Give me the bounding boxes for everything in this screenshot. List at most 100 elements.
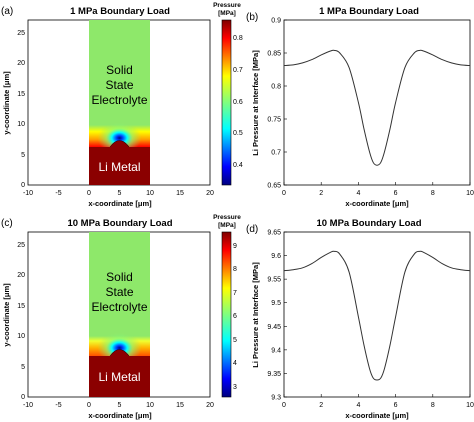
panel-d-title: 10 MPa Boundary Load: [316, 218, 421, 229]
panel-d: (d) 10 MPa Boundary Load 0 2 4 6 8 10 9.3 9.35 9…: [246, 218, 474, 420]
panel-c-region-label-3: Electrolyte: [91, 300, 147, 314]
panel-c-cbtick: 4: [233, 360, 237, 367]
panel-a-ylabel: y-coordinate [μm]: [2, 71, 11, 135]
panel-c-li-metal-region: [89, 349, 150, 397]
panel-c-interface-line: [109, 349, 130, 357]
panel-a-xtick: 20: [206, 190, 214, 197]
panel-a-xtick: 0: [87, 190, 91, 197]
panel-d-ytick: 9.4: [271, 347, 281, 354]
panel-b-ylabel: Li Pressure at Interface [MPa]: [251, 50, 260, 156]
panel-d-xtick: 10: [466, 402, 474, 409]
panel-b: (b) 1 MPa Boundary Load 0 2 4 6 8 10 0.65 0.7 0.…: [246, 6, 474, 208]
panel-c-cbtick: 3: [233, 384, 237, 391]
panel-d-label: (d): [246, 224, 258, 235]
panel-b-pressure-line: [283, 49, 471, 166]
panel-c-li-metal-label: Li Metal: [98, 370, 140, 384]
panel-c-cbtick: 6: [233, 313, 237, 320]
panel-b-xtick: 2: [319, 190, 323, 197]
panel-d-ytick: 9.5: [271, 300, 281, 307]
panel-c-ytick: 10: [17, 333, 25, 340]
panel-c: (c) 10 MPa Boundary Load Solid State Ele…: [1, 214, 241, 420]
panel-a-xtick: 5: [118, 190, 122, 197]
panel-c-xtick: 15: [176, 402, 184, 409]
panel-d-ytick: 9.55: [267, 277, 281, 284]
panel-c-region-label-1: Solid: [106, 270, 133, 284]
panel-d-xtick: 8: [431, 402, 435, 409]
panel-a-region-label-1: Solid: [106, 63, 133, 77]
panel-b-label: (b): [246, 12, 258, 23]
panel-a-x-ticks: -10 -5 0 5 10 15 20: [23, 190, 214, 197]
panel-c-cbtick: 5: [233, 337, 237, 344]
panel-a-cbtick: 0.5: [233, 130, 243, 137]
panel-a-ytick: 20: [17, 60, 25, 67]
panel-d-ytick: 9.6: [271, 253, 281, 260]
panel-c-x-ticks: -10 -5 0 5 10 15 20: [23, 402, 214, 409]
panel-c-cbtick: 7: [233, 290, 237, 297]
panel-b-xtick: 6: [394, 190, 398, 197]
panel-d-xtick: 4: [356, 402, 360, 409]
panel-d-pressure-line: [283, 250, 471, 381]
panel-c-ytick: 5: [21, 364, 25, 371]
panel-c-cbtick: 9: [233, 243, 237, 250]
panel-c-title: 10 MPa Boundary Load: [67, 218, 172, 229]
panel-a: (a) 1 MPa Boundary Load Solid State Elec…: [1, 2, 243, 208]
panel-d-ytick: 9.65: [267, 230, 281, 237]
panel-a-cbtick: 0.8: [233, 35, 243, 42]
panel-c-xlabel: x-coordinate [μm]: [88, 411, 152, 420]
panel-b-ytick: 0.8: [271, 84, 281, 91]
panel-c-label: (c): [1, 218, 13, 229]
panel-a-xtick: -5: [55, 190, 61, 197]
panel-d-xtick: 6: [394, 402, 398, 409]
panel-b-xtick: 8: [431, 190, 435, 197]
panel-a-xtick: 15: [176, 190, 184, 197]
panel-a-cbtick: 0.7: [233, 67, 243, 74]
panel-b-ytick: 0.75: [267, 117, 281, 124]
panel-c-ylabel: y-coordinate [μm]: [2, 283, 11, 347]
panel-a-title: 1 MPa Boundary Load: [70, 6, 170, 17]
panel-d-xtick: 2: [319, 402, 323, 409]
panel-b-ytick: 0.65: [267, 183, 281, 190]
panel-b-axes-frame: [283, 19, 471, 186]
panel-b-xtick: 0: [282, 190, 286, 197]
panel-b-title: 1 MPa Boundary Load: [319, 6, 419, 17]
panel-a-ytick: 0: [21, 182, 25, 189]
panel-a-li-metal-label: Li Metal: [98, 160, 140, 174]
panel-a-ytick: 15: [17, 91, 25, 98]
panel-a-xtick: 10: [146, 190, 154, 197]
panel-b-xlabel: x-coordinate [μm]: [345, 199, 409, 208]
panel-d-ytick: 9.35: [267, 371, 281, 378]
panel-d-ytick: 9.45: [267, 324, 281, 331]
panel-b-ytick: 0.85: [267, 51, 281, 58]
panel-d-xtick: 0: [282, 402, 286, 409]
panel-c-xtick: -10: [23, 402, 33, 409]
panel-a-colorbar-title-1: Pressure: [213, 2, 241, 9]
panel-a-cbtick: 0.6: [233, 99, 243, 106]
panel-a-ytick: 10: [17, 121, 25, 128]
panel-a-colorbar: [221, 19, 232, 186]
panel-c-xtick: 20: [206, 402, 214, 409]
panel-c-colorbar-ticks: 9 8 7 6 5 4 3: [233, 243, 237, 391]
panel-d-ytick: 9.3: [271, 395, 281, 402]
panel-c-xtick: -5: [55, 402, 61, 409]
panel-a-ytick: 25: [17, 30, 25, 37]
panel-d-xlabel: x-coordinate [μm]: [345, 411, 409, 420]
panel-b-ytick: 0.7: [271, 150, 281, 157]
panel-d-axes-frame: [283, 231, 471, 398]
panel-c-colorbar-title-2: [MPa]: [218, 222, 236, 229]
panel-c-xtick: 5: [118, 402, 122, 409]
panel-c-xtick: 10: [146, 402, 154, 409]
panel-a-xlabel: x-coordinate [μm]: [88, 199, 152, 208]
panel-d-ticks: 0 2 4 6 8 10 9.3 9.35 9.4 9.45 9.5 9.55 9.6 9.65: [267, 230, 474, 410]
panel-b-xtick: 10: [466, 190, 474, 197]
panel-a-stress-spot: [97, 122, 142, 154]
panel-a-colorbar-ticks: 0.8 0.7 0.6 0.5 0.4: [233, 35, 243, 169]
panel-a-cbtick: 0.4: [233, 162, 243, 169]
panel-c-region-label-2: State: [105, 285, 133, 299]
panel-c-cbtick: 8: [233, 266, 237, 273]
panel-a-y-ticks: 0 5 10 15 20 25: [17, 30, 25, 189]
panel-a-region-label-2: State: [105, 78, 133, 92]
panel-a-colorbar-title-2: [MPa]: [218, 10, 236, 17]
panel-a-ytick: 5: [21, 152, 25, 159]
panel-b-xtick: 4: [356, 190, 360, 197]
